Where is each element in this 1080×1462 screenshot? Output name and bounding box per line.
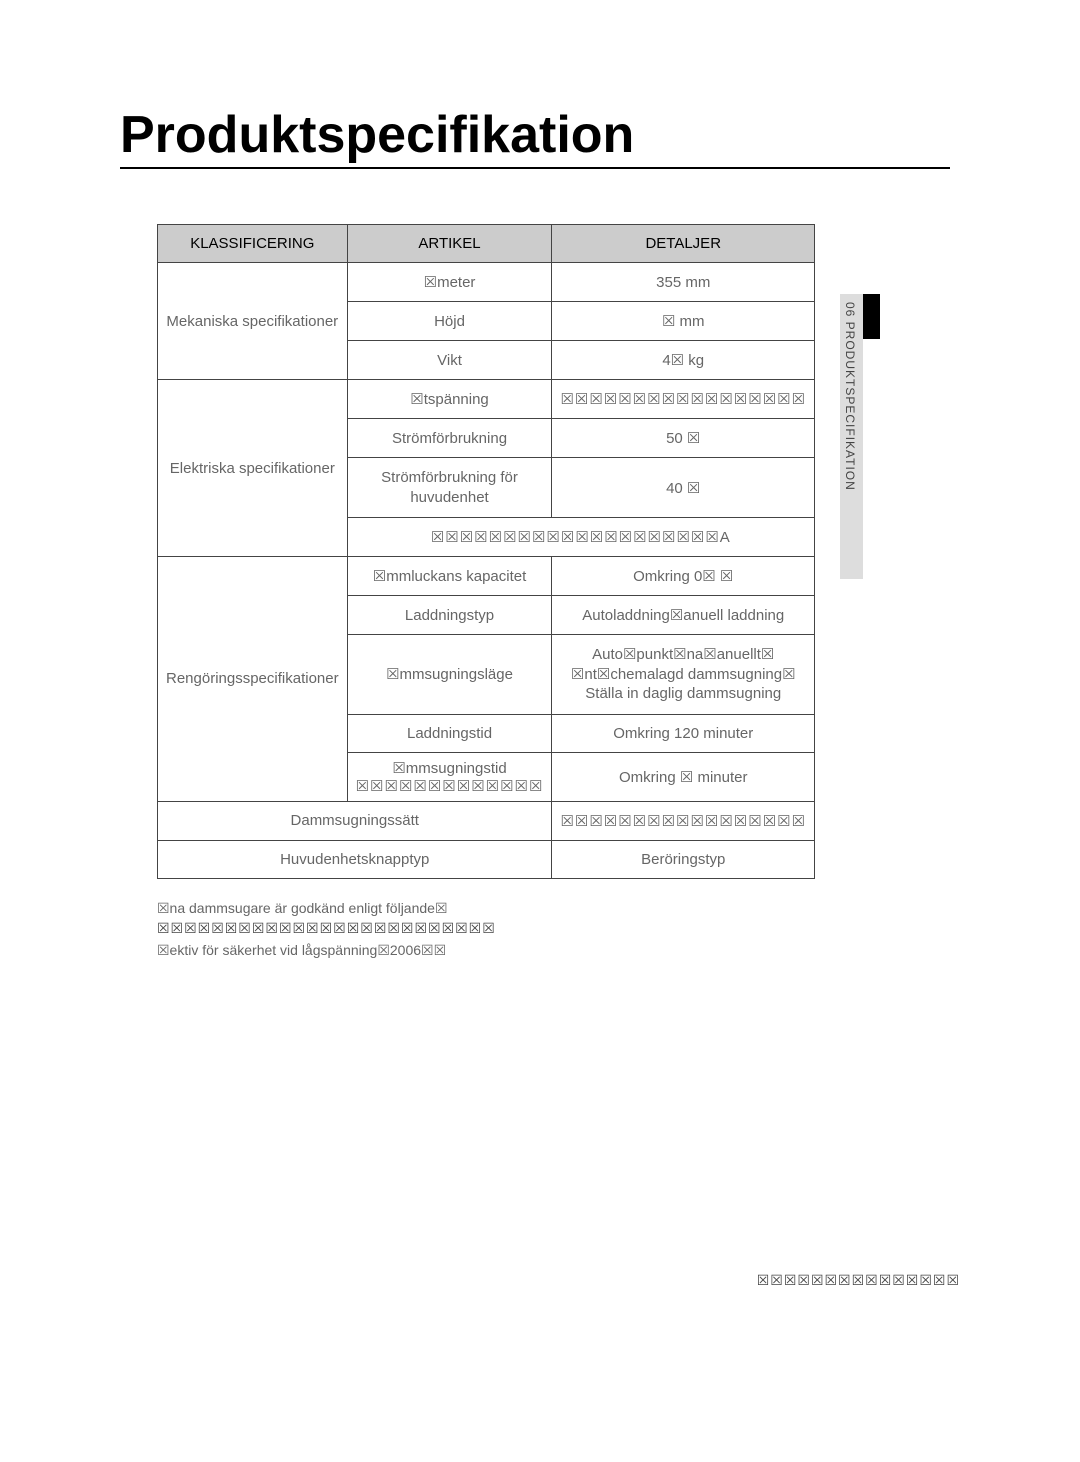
table-row: Dammsugningssätt ☒☒☒☒☒☒☒☒☒☒☒☒☒☒☒☒☒ [158, 801, 815, 840]
cell-item: Laddningstyp [347, 596, 552, 635]
cell-item: Strömförbrukning [347, 419, 552, 458]
cell-battery-spec: ☒☒☒☒☒☒☒☒☒☒☒☒☒☒☒☒☒☒☒☒A [347, 518, 814, 557]
cell-dammsatt-label: Dammsugningssätt [158, 801, 552, 840]
table-header-row: KLASSIFICERING ARTIKEL DETALJER [158, 225, 815, 263]
cell-item: ☒mmluckans kapacitet [347, 557, 552, 596]
header-klass: KLASSIFICERING [158, 225, 348, 263]
cell-knapp-val: Beröringstyp [552, 840, 815, 878]
footer-line-3: ☒ektiv för säkerhet vid lågspänning☒2006… [157, 942, 446, 959]
side-tab: 06 PRODUKTSPECIFIKATION [840, 294, 880, 584]
cell-item: ☒meter [347, 263, 552, 302]
sugtid-label: ☒mmsugningstid [392, 760, 506, 777]
cell-klass-elektriska: Elektriska specifikationer [158, 380, 348, 557]
cell-item: ☒mmsugningstid ☒☒☒☒☒☒☒☒☒☒☒☒☒ [347, 752, 552, 801]
cell-detail: 50 ☒ [552, 419, 815, 458]
cell-knapp-label: Huvudenhetsknapptyp [158, 840, 552, 878]
page-title: Produktspecifikation [120, 105, 950, 169]
page-footer: ☒☒☒☒☒☒☒☒☒☒☒☒☒☒☒ [757, 1272, 960, 1289]
cell-item: ☒mmsugningsläge [347, 635, 552, 715]
cell-item: Strömförbrukning för huvudenhet [347, 458, 552, 518]
table-row: Huvudenhetsknapptyp Beröringstyp [158, 840, 815, 878]
cell-detail: Omkring 0☒ ☒ [552, 557, 815, 596]
cell-detail: 355 mm [552, 263, 815, 302]
header-artikel: ARTIKEL [347, 225, 552, 263]
cell-item: Vikt [347, 341, 552, 380]
cell-detail: ☒☒☒☒☒☒☒☒☒☒☒☒☒☒☒☒☒ [552, 380, 815, 419]
side-tab-text: 06 PRODUKTSPECIFIKATION [843, 302, 857, 491]
cell-detail: Auto☒punkt☒na☒anuellt☒ ☒nt☒chemalagd dam… [552, 635, 815, 715]
table-row: Mekaniska specifikationer ☒meter 355 mm [158, 263, 815, 302]
spec-table: KLASSIFICERING ARTIKEL DETALJER Mekanisk… [157, 224, 815, 879]
cell-item: Laddningstid [347, 714, 552, 752]
cell-dammsatt-val: ☒☒☒☒☒☒☒☒☒☒☒☒☒☒☒☒☒ [552, 801, 815, 840]
cell-detail: 4☒ kg [552, 341, 815, 380]
cell-item: Höjd [347, 302, 552, 341]
cell-klass-mekaniska: Mekaniska specifikationer [158, 263, 348, 380]
table-row: Elektriska specifikationer ☒tspänning ☒☒… [158, 380, 815, 419]
cell-klass-rengoring: Rengöringsspecifikationer [158, 557, 348, 802]
table-row: Rengöringsspecifikationer ☒mmluckans kap… [158, 557, 815, 596]
cell-detail: Omkring ☒ minuter [552, 752, 815, 801]
cell-detail: Omkring 120 minuter [552, 714, 815, 752]
cell-item: ☒tspänning [347, 380, 552, 419]
header-detaljer: DETALJER [552, 225, 815, 263]
cell-detail: ☒ mm [552, 302, 815, 341]
sugtid-overlay: ☒☒☒☒☒☒☒☒☒☒☒☒☒ [356, 778, 544, 795]
cell-detail: Autoladdning☒anuell laddning [552, 596, 815, 635]
footer-line-1: ☒na dammsugare är godkänd enligt följand… [157, 898, 448, 919]
footer-line-2: ☒☒☒☒☒☒☒☒☒☒☒☒☒☒☒☒☒☒☒☒☒☒☒☒☒ [157, 920, 496, 937]
cell-detail: 40 ☒ [552, 458, 815, 518]
side-tab-black [863, 294, 880, 339]
